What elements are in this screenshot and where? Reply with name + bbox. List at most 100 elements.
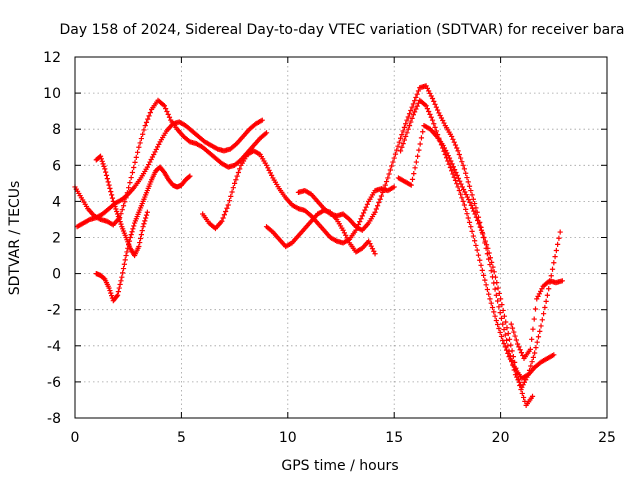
data-point-interp — [505, 350, 511, 356]
data-point — [187, 173, 193, 179]
data-point-interp — [406, 122, 413, 129]
data-point-interp — [112, 203, 118, 210]
data-point — [461, 166, 468, 172]
data-point-interp — [228, 193, 234, 199]
data-point-interp — [165, 111, 171, 117]
data-point-interp — [501, 326, 507, 333]
data-point-interp — [458, 181, 464, 187]
data-point — [391, 155, 397, 161]
data-point-interp — [405, 126, 411, 132]
data-point-interp — [513, 365, 519, 371]
data-point-interp — [540, 311, 547, 317]
data-point-interp — [452, 142, 459, 148]
data-point-interp — [141, 221, 147, 227]
data-point-interp — [108, 290, 114, 296]
x-tick-label: 15 — [385, 430, 403, 446]
data-point — [468, 224, 474, 230]
data-point-interp — [473, 214, 479, 220]
data-point-interp — [138, 135, 144, 142]
data-point-interp — [234, 173, 240, 179]
data-point-interp — [512, 333, 518, 339]
data-point-interp — [518, 350, 525, 356]
data-point — [385, 175, 391, 181]
data-point — [551, 352, 557, 358]
data-point-interp — [114, 208, 120, 215]
data-point — [500, 321, 506, 327]
data-point — [119, 274, 125, 280]
data-point-interp — [489, 304, 496, 311]
data-point-interp — [512, 359, 518, 366]
data-point-interp — [415, 88, 422, 94]
data-point-interp — [473, 242, 479, 249]
data-point — [527, 346, 533, 353]
data-point-interp — [400, 128, 406, 134]
data-point — [517, 382, 523, 389]
data-point-interp — [516, 344, 522, 350]
data-point-interp — [109, 195, 116, 201]
data-point — [140, 224, 146, 230]
data-point-interp — [164, 108, 170, 115]
data-point-interp — [530, 354, 536, 360]
data-point-interp — [117, 219, 123, 225]
data-point — [466, 196, 472, 203]
data-point — [404, 130, 410, 136]
x-tick-label: 0 — [71, 430, 80, 446]
data-point-interp — [459, 195, 465, 201]
data-point-interp — [413, 106, 419, 112]
data-point — [106, 285, 112, 291]
data-point-interp — [450, 171, 456, 177]
data-point-interp — [120, 203, 127, 209]
data-point — [485, 245, 491, 251]
data-point — [429, 117, 436, 123]
data-point-interp — [107, 185, 113, 192]
data-point-interp — [456, 151, 462, 158]
data-point-interp — [357, 219, 363, 225]
data-point-interp — [472, 200, 478, 207]
data-point-interp — [116, 216, 122, 222]
data-point-interp — [230, 185, 236, 191]
data-point-interp — [466, 183, 473, 189]
data-point — [474, 247, 480, 253]
data-point-interp — [508, 342, 514, 348]
data-point-interp — [420, 129, 426, 135]
data-point-interp — [455, 175, 462, 181]
data-point-interp — [119, 207, 125, 213]
data-point-interp — [412, 98, 418, 104]
data-point-interp — [478, 262, 484, 268]
data-point-interp — [482, 277, 488, 283]
x-axis-label: GPS time / hours — [281, 458, 398, 474]
data-point-interp — [488, 300, 494, 306]
x-tick-label: 10 — [279, 430, 297, 446]
data-point-interp — [466, 219, 473, 225]
data-point-interp — [492, 313, 498, 319]
data-point-interp — [408, 107, 414, 114]
data-point-interp — [141, 127, 147, 133]
data-point-interp — [221, 212, 227, 218]
data-point-interp — [138, 232, 144, 238]
data-point-interp — [495, 298, 501, 304]
data-point-interp — [115, 213, 122, 220]
data-point-interp — [447, 164, 453, 171]
data-point-interp — [483, 242, 490, 248]
data-point-interp — [137, 239, 143, 246]
data-point-interp — [235, 169, 242, 176]
data-point-interp — [233, 177, 239, 183]
y-tick-label: -4 — [47, 339, 61, 355]
data-point — [529, 393, 536, 399]
data-point-interp — [163, 106, 169, 112]
data-point-interp — [363, 204, 369, 210]
data-point — [259, 117, 265, 123]
data-point-interp — [452, 177, 459, 184]
data-point-interp — [137, 235, 144, 242]
data-point-interp — [140, 131, 146, 137]
data-point-interp — [467, 199, 473, 206]
y-tick-label: 4 — [52, 194, 61, 210]
data-point-interp — [451, 174, 457, 180]
data-point-interp — [364, 201, 370, 207]
data-point-interp — [496, 304, 502, 310]
data-point-interp — [383, 178, 390, 185]
data-point-interp — [495, 285, 501, 291]
data-point-interp — [460, 198, 466, 204]
data-point — [114, 292, 121, 298]
data-point-interp — [483, 282, 489, 288]
